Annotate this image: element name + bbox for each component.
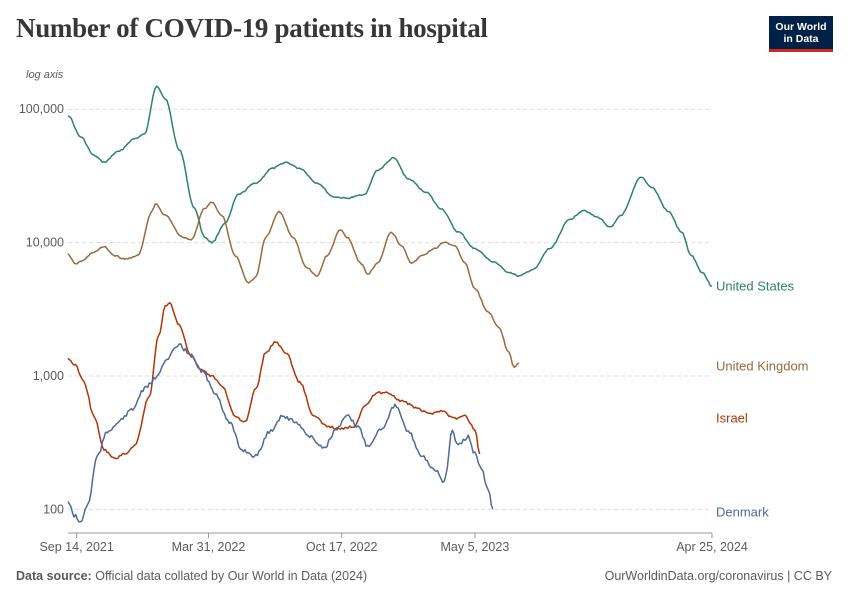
series-line-denmark[interactable] — [67, 343, 494, 523]
data-source-text: Official data collated by Our World in D… — [95, 569, 368, 583]
y-tick-label: 100 — [43, 502, 64, 516]
y-tick-label: 100,000 — [19, 102, 64, 116]
y-tick-label: 10,000 — [26, 236, 64, 250]
x-tick-label: Sep 14, 2021 — [39, 540, 113, 554]
x-tick-label: Apr 25, 2024 — [676, 540, 748, 554]
y-axis-scale-note: log axis — [26, 69, 64, 81]
series-lines — [67, 85, 713, 523]
logo-line-1: Our World — [775, 21, 827, 33]
source-url[interactable]: OurWorldinData.org/coronavirus | CC BY — [604, 569, 832, 583]
x-tick-label: May 5, 2023 — [441, 540, 510, 554]
grid-lines — [68, 108, 712, 510]
data-source: Data source: Official data collated by O… — [16, 569, 367, 583]
logo-line-2: in Data — [783, 33, 819, 45]
y-tick-label: 1,000 — [33, 369, 64, 383]
series-label-united-states[interactable]: United States — [716, 278, 795, 293]
series-line-united-states[interactable] — [67, 85, 713, 288]
series-line-united-kingdom[interactable] — [67, 201, 520, 369]
owid-logo[interactable]: Our World in Data — [769, 16, 833, 52]
series-line-israel[interactable] — [67, 301, 481, 460]
series-labels: United States United Kingdom Israel Denmark — [716, 278, 809, 519]
x-tick-label: Mar 31, 2022 — [172, 540, 246, 554]
series-label-denmark[interactable]: Denmark — [716, 504, 769, 519]
series-label-united-kingdom[interactable]: United Kingdom — [716, 358, 809, 373]
chart-title: Number of COVID-19 patients in hospital — [16, 13, 488, 43]
axes: log axis 100 1,000 10,000 100,000 Sep 14, 202… — [19, 69, 748, 554]
data-source-label: Data source: — [16, 569, 92, 583]
series-label-israel[interactable]: Israel — [716, 410, 748, 425]
x-tick-label: Oct 17, 2022 — [306, 540, 378, 554]
